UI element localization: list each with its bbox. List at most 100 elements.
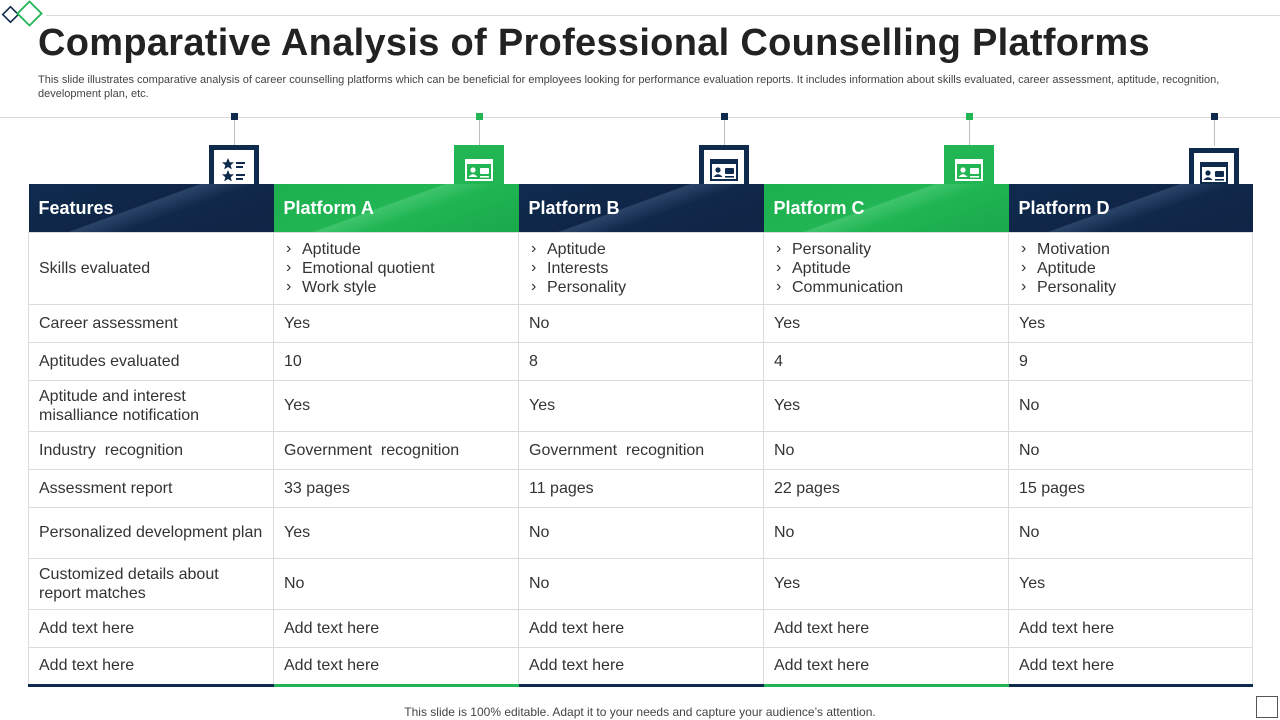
footer-note: This slide is 100% editable. Adapt it to…: [404, 705, 876, 719]
table-row: Career assessment Yes No Yes Yes: [28, 303, 1253, 343]
table-cell: Industry recognition: [28, 430, 274, 470]
table-cell: Government recognition: [273, 430, 519, 470]
skills-list: Personality Aptitude Communication: [774, 239, 998, 297]
table-cell: Aptitude Emotional quotient Work style: [273, 231, 519, 305]
page-title: Comparative Analysis of Professional Cou…: [38, 22, 1150, 64]
table-row: Aptitudes evaluated 10 8 4 9: [28, 341, 1253, 381]
list-item: Aptitude: [1019, 258, 1242, 278]
id-card-icon: [710, 159, 738, 181]
table-cell: Add text here: [1008, 646, 1253, 687]
id-card-icon: [465, 159, 493, 181]
connector-dot: [1211, 113, 1218, 120]
table-cell: 9: [1008, 341, 1253, 381]
table-cell: Add text here: [763, 646, 1009, 687]
list-item: Communication: [774, 277, 998, 297]
list-item: Interests: [529, 258, 753, 278]
table-cell: Yes: [763, 557, 1009, 610]
table-cell: Add text here: [1008, 608, 1253, 648]
id-card-icon: [955, 159, 983, 181]
list-item: Emotional quotient: [284, 258, 508, 278]
header-platform-a: Platform A: [273, 184, 519, 232]
table-cell: Aptitude Interests Personality: [518, 231, 764, 305]
connector-dot: [476, 113, 483, 120]
brand-logo-icon: [1, 0, 43, 27]
list-item: Work style: [284, 277, 508, 297]
table-row: Industry recognition Government recognit…: [28, 430, 1253, 470]
table-header-row: Features Platform A Platform B Platform …: [28, 184, 1253, 232]
connector-line: [1214, 118, 1215, 146]
connector-line: [479, 118, 480, 146]
connector-line: [724, 118, 725, 146]
table-cell: Yes: [1008, 557, 1253, 610]
table-cell: Yes: [273, 379, 519, 432]
table-cell: Career assessment: [28, 303, 274, 343]
header-platform-c: Platform C: [763, 184, 1009, 232]
comparison-table: Features Platform A Platform B Platform …: [28, 184, 1253, 687]
connector-dot: [966, 113, 973, 120]
list-item: Motivation: [1019, 239, 1242, 259]
table-cell: No: [763, 506, 1009, 559]
table-cell: No: [763, 430, 1009, 470]
table-row: Add text here Add text here Add text her…: [28, 646, 1253, 687]
table-cell: 4: [763, 341, 1009, 381]
table-cell: Add text here: [28, 608, 274, 648]
skills-list: Aptitude Interests Personality: [529, 239, 753, 297]
connector-dot: [231, 113, 238, 120]
table-cell: Personalized development plan: [28, 506, 274, 559]
table-cell: No: [1008, 379, 1253, 432]
table-cell: No: [1008, 430, 1253, 470]
table-cell: 10: [273, 341, 519, 381]
table-row: Customized details about report matches …: [28, 557, 1253, 610]
table-cell: Yes: [763, 379, 1009, 432]
page-subtitle: This slide illustrates comparative analy…: [38, 74, 1220, 100]
id-card-icon: [1200, 162, 1228, 184]
table-row: Add text here Add text here Add text her…: [28, 608, 1253, 648]
list-item: Personality: [774, 239, 998, 259]
table-cell: Yes: [518, 379, 764, 432]
list-item: Aptitude: [529, 239, 753, 259]
table-cell: No: [273, 557, 519, 610]
table-cell: Add text here: [518, 608, 764, 648]
table-cell: No: [1008, 506, 1253, 559]
skills-list: Motivation Aptitude Personality: [1019, 239, 1242, 297]
table-cell: Add text here: [273, 646, 519, 687]
table-row: Assessment report 33 pages 11 pages 22 p…: [28, 468, 1253, 508]
table-cell: Customized details about report matches: [28, 557, 274, 610]
top-divider: [46, 15, 1280, 16]
connector-line: [234, 118, 235, 146]
connector-dot: [721, 113, 728, 120]
table-cell: No: [518, 557, 764, 610]
table-cell: Add text here: [518, 646, 764, 687]
table-cell: Add text here: [28, 646, 274, 687]
skills-list: Aptitude Emotional quotient Work style: [284, 239, 508, 297]
table-cell: Yes: [273, 506, 519, 559]
table-cell: Yes: [763, 303, 1009, 343]
header-features: Features: [28, 184, 274, 232]
table-row: Aptitude and interest misalliance notifi…: [28, 379, 1253, 432]
table-cell: Personality Aptitude Communication: [763, 231, 1009, 305]
list-item: Aptitude: [774, 258, 998, 278]
header-platform-b: Platform B: [518, 184, 764, 232]
table-row: Skills evaluated Aptitude Emotional quot…: [28, 231, 1253, 305]
table-cell: Motivation Aptitude Personality: [1008, 231, 1253, 305]
table-cell: Add text here: [763, 608, 1009, 648]
table-cell: 11 pages: [518, 468, 764, 508]
table-cell: Assessment report: [28, 468, 274, 508]
table-row: Personalized development plan Yes No No …: [28, 506, 1253, 559]
table-cell: Aptitudes evaluated: [28, 341, 274, 381]
header-platform-d: Platform D: [1008, 184, 1253, 232]
subtitle-divider: [0, 117, 1280, 118]
table-cell: Government recognition: [518, 430, 764, 470]
table-cell: 8: [518, 341, 764, 381]
list-item: Aptitude: [284, 239, 508, 259]
table-cell: Add text here: [273, 608, 519, 648]
list-item: Personality: [1019, 277, 1242, 297]
connector-line: [969, 118, 970, 146]
table-cell: No: [518, 303, 764, 343]
table-cell: No: [518, 506, 764, 559]
table-cell: Skills evaluated: [28, 231, 274, 305]
table-cell: Yes: [1008, 303, 1253, 343]
star-rating-icon: [222, 158, 245, 182]
table-cell: 22 pages: [763, 468, 1009, 508]
table-cell: 15 pages: [1008, 468, 1253, 508]
